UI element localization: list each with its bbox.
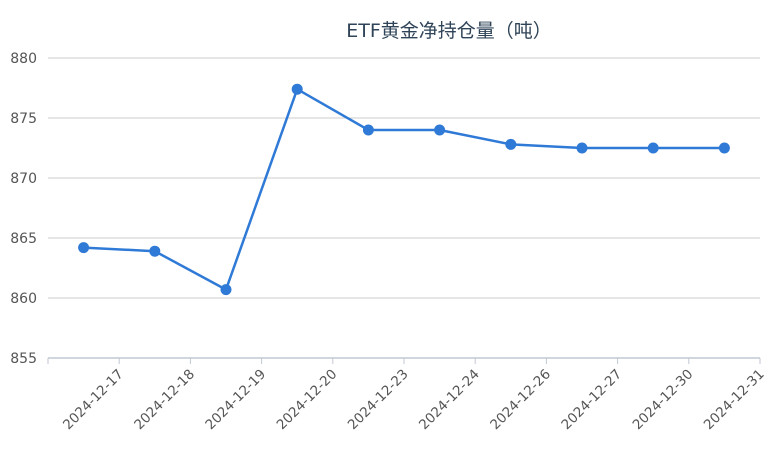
y-tick-label: 860 (10, 291, 37, 307)
x-tick-label: 2024-12-31 (701, 366, 766, 433)
y-tick-label: 880 (10, 51, 37, 67)
x-tick-label: 2024-12-23 (345, 366, 412, 433)
data-point[interactable] (505, 138, 517, 150)
data-point[interactable] (149, 245, 161, 257)
x-tick-label: 2024-12-20 (274, 366, 341, 433)
x-tick-label: 2024-12-18 (131, 366, 198, 433)
y-tick-label: 865 (10, 231, 37, 247)
data-point[interactable] (434, 124, 446, 136)
data-point[interactable] (362, 124, 374, 136)
x-axis: 2024-12-17 2024-12-18 2024-12-19 2024-12-20… (47, 357, 766, 433)
y-tick-label: 875 (10, 111, 37, 127)
gridlines (48, 57, 760, 299)
y-axis: 855 860 865 870 875 880 (10, 51, 37, 367)
data-line (83, 87, 725, 291)
series-line (78, 83, 730, 296)
data-point[interactable] (220, 284, 232, 296)
x-tick-label: 2024-12-27 (558, 366, 625, 433)
x-tick-label: 2024-12-17 (60, 366, 127, 433)
x-tick-label: 2024-12-30 (630, 366, 697, 433)
data-point[interactable] (78, 242, 90, 254)
y-tick-label: 870 (10, 171, 37, 187)
data-point[interactable] (576, 142, 588, 154)
data-point[interactable] (647, 142, 659, 154)
x-tick-label: 2024-12-26 (487, 366, 554, 433)
y-tick-label: 855 (10, 351, 37, 367)
x-tick-label: 2024-12-24 (416, 366, 483, 433)
data-point[interactable] (718, 142, 730, 154)
data-point[interactable] (291, 83, 303, 95)
chart-title: ETF黄金净持仓量（吨） (346, 20, 552, 42)
x-tick-label: 2024-12-19 (202, 366, 269, 433)
